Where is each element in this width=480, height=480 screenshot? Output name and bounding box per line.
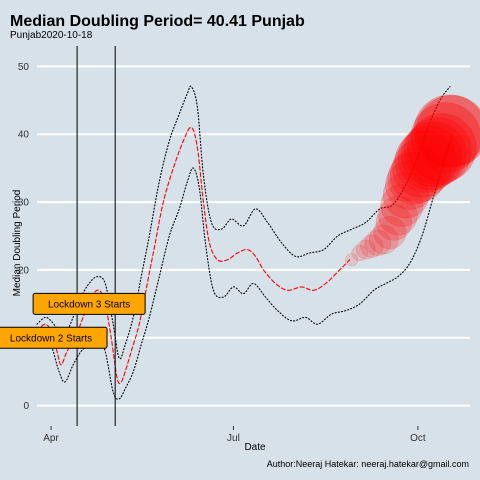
bubble-marker	[378, 195, 418, 236]
bubble-marker	[415, 95, 480, 168]
annotation-label: Lockdown 3 Starts	[48, 299, 130, 310]
x-tick-label: Apr	[43, 433, 59, 444]
bubble-marker	[413, 94, 480, 168]
chart-subtitle: Punjab2020-10-18	[10, 30, 93, 41]
bubble-marker	[407, 113, 477, 183]
bubble-marker	[392, 138, 452, 198]
bubble-marker	[387, 151, 441, 205]
annotation-box	[32, 292, 146, 315]
bubble-marker	[345, 253, 359, 267]
bubble-marker	[375, 204, 412, 241]
y-axis-label: Median Doubling Period	[12, 190, 23, 297]
x-axis-ticks: Apr Jul Oct	[43, 426, 426, 444]
y-tick-label: 20	[18, 265, 30, 276]
upper-bound-line	[36, 85, 451, 360]
annotation-label: Lockdown 2 Starts	[10, 333, 92, 344]
bubble-marker	[410, 102, 480, 173]
y-tick-label: 30	[18, 198, 30, 209]
bubble-marker	[400, 121, 467, 188]
bubble-marker	[385, 160, 435, 210]
bubble-marker	[403, 117, 472, 186]
gridlines	[37, 65, 470, 407]
bubble-marker	[380, 184, 424, 227]
bubble-marker	[397, 125, 463, 191]
y-tick-label: 0	[23, 401, 29, 412]
lockdown-annotations: Lockdown 2 Starts Lockdown 3 Starts	[0, 292, 146, 349]
x-axis-label: Date	[244, 442, 266, 453]
bubble-marker	[373, 216, 407, 250]
x-tick-label: Jul	[227, 433, 240, 444]
y-tick-label: 50	[18, 62, 30, 73]
y-tick-label: 40	[18, 130, 30, 141]
annotation-box	[0, 326, 108, 349]
lockdown-lines	[76, 46, 116, 426]
bubble-marker	[355, 239, 376, 260]
lower-bound-line	[36, 133, 453, 400]
bubble-marker	[382, 172, 429, 219]
bubble-marker	[351, 244, 368, 262]
bubble-markers	[345, 94, 480, 267]
bubble-marker	[364, 229, 391, 256]
chart-title: Median Doubling Period= 40.41 Punjab	[10, 13, 305, 30]
bubble-marker	[389, 146, 446, 203]
bubble-marker	[394, 130, 458, 193]
bubble-marker	[369, 224, 399, 255]
x-tick-label: Oct	[410, 433, 426, 444]
chart-caption: Author:Neeraj Hatekar: neeraj.hatekar@gm…	[267, 459, 469, 469]
bubble-marker	[360, 234, 384, 258]
